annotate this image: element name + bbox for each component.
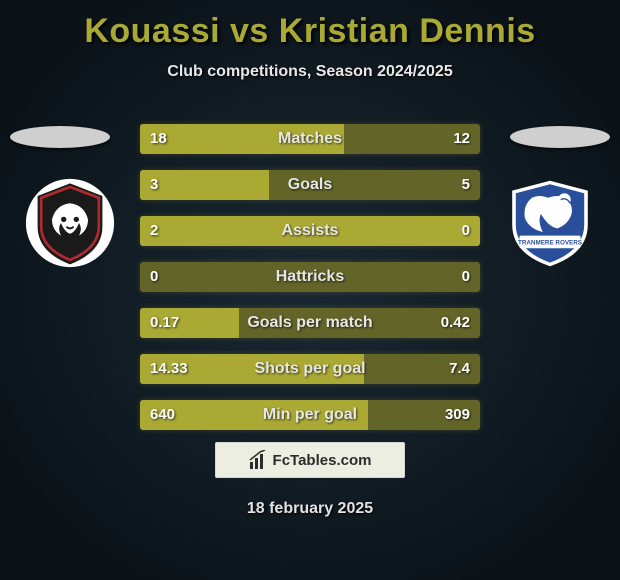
team-badge-left [25, 178, 115, 268]
stat-label: Min per goal [140, 400, 480, 430]
date-label: 18 february 2025 [0, 500, 620, 518]
stat-row: 35Goals [140, 170, 480, 200]
chart-icon [249, 450, 269, 470]
stat-label: Goals [140, 170, 480, 200]
stat-label: Hattricks [140, 262, 480, 292]
svg-text:TRANMERE ROVERS: TRANMERE ROVERS [518, 240, 582, 247]
logo-text: FcTables.com [273, 452, 372, 469]
page-title: Kouassi vs Kristian Dennis [0, 0, 620, 51]
stat-label: Matches [140, 124, 480, 154]
stat-row: 0.170.42Goals per match [140, 308, 480, 338]
stat-row: 1812Matches [140, 124, 480, 154]
stat-label: Shots per goal [140, 354, 480, 384]
fctables-logo: FcTables.com [215, 442, 405, 478]
stat-label: Assists [140, 216, 480, 246]
shadow-ellipse-right [510, 126, 610, 148]
stats-container: 1812Matches 35Goals 20Assists 00Hattricks 0.… [140, 124, 480, 446]
stat-row: 20Assists [140, 216, 480, 246]
shadow-ellipse-left [10, 126, 110, 148]
team-badge-right: TRANMERE ROVERS [505, 178, 595, 268]
stat-label: Goals per match [140, 308, 480, 338]
page-subtitle: Club competitions, Season 2024/2025 [0, 63, 620, 81]
stat-row: 14.337.4Shots per goal [140, 354, 480, 384]
stat-row: 00Hattricks [140, 262, 480, 292]
stat-row: 640309Min per goal [140, 400, 480, 430]
